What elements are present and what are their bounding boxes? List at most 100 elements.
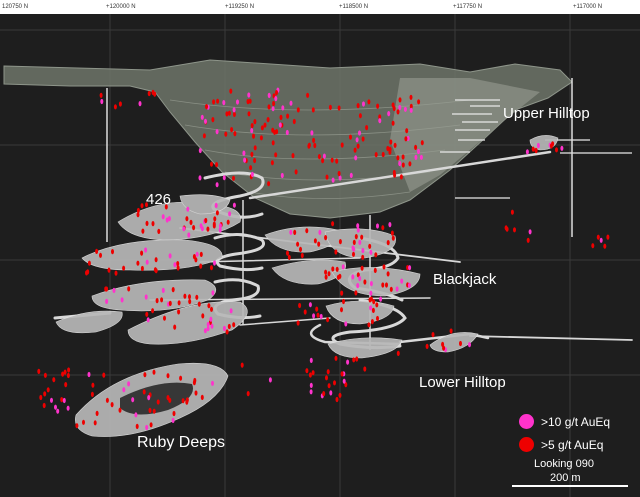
intercept-mid-grade: [340, 290, 344, 296]
intercept-mid-grade: [317, 154, 321, 160]
intercept-mid-grade: [176, 261, 180, 267]
zone-label-blackjack: Blackjack: [433, 271, 497, 288]
intercept-mid-grade: [151, 308, 155, 314]
intercept-high-grade: [341, 264, 345, 270]
intercept-high-grade: [309, 382, 313, 388]
intercept-high-grade: [232, 107, 236, 113]
intercept-high-grade: [50, 397, 53, 403]
intercept-mid-grade: [551, 141, 555, 147]
intercept-mid-grade: [114, 270, 118, 276]
intercept-mid-grade: [202, 133, 206, 139]
intercept-mid-grade: [140, 250, 144, 256]
intercept-mid-grade: [37, 368, 41, 374]
intercept-mid-grade: [210, 306, 213, 312]
intercept-mid-grade: [349, 134, 352, 140]
intercept-mid-grade: [212, 99, 216, 105]
intercept-mid-grade: [260, 125, 264, 131]
intercept-mid-grade: [386, 145, 390, 152]
intercept-mid-grade: [386, 240, 390, 246]
intercept-mid-grade: [333, 380, 336, 386]
intercept-high-grade: [400, 278, 404, 284]
intercept-high-grade: [195, 251, 199, 257]
intercept-high-grade: [56, 408, 60, 414]
intercept-high-grade: [344, 321, 348, 327]
intercept-mid-grade: [340, 371, 344, 377]
intercept-mid-grade: [531, 146, 535, 152]
intercept-mid-grade: [316, 312, 320, 318]
intercept-high-grade: [145, 424, 149, 431]
intercept-high-grade: [309, 357, 313, 363]
intercept-mid-grade: [99, 92, 103, 98]
intercept-high-grade: [267, 92, 271, 98]
intercept-high-grade: [387, 111, 391, 117]
intercept-mid-grade: [204, 217, 208, 224]
intercept-mid-grade: [250, 151, 254, 157]
intercept-high-grade: [369, 290, 373, 296]
northing-tick-label: +118500 N: [339, 4, 369, 10]
intercept-mid-grade: [425, 343, 429, 349]
intercept-mid-grade: [157, 228, 161, 234]
intercept-high-grade: [369, 281, 373, 287]
intercept-mid-grade: [152, 369, 156, 375]
intercept-mid-grade: [322, 391, 326, 397]
intercept-mid-grade: [300, 252, 304, 259]
intercept-mid-grade: [122, 265, 126, 271]
intercept-mid-grade: [249, 165, 253, 171]
intercept-high-grade: [213, 260, 216, 266]
intercept-high-grade: [395, 286, 399, 292]
intercept-mid-grade: [335, 158, 339, 164]
intercept-mid-grade: [210, 265, 213, 271]
intercept-mid-grade: [229, 88, 233, 94]
intercept-mid-grade: [459, 340, 462, 347]
intercept-mid-grade: [356, 272, 360, 278]
intercept-mid-grade: [338, 392, 342, 398]
intercept-mid-grade: [63, 369, 67, 375]
intercept-mid-grade: [246, 391, 250, 397]
intercept-mid-grade: [156, 399, 160, 405]
legend-label: >5 g/t AuEq: [541, 437, 604, 452]
legend-swatch-magenta: [519, 414, 534, 429]
intercept-high-grade: [138, 101, 142, 107]
intercept-mid-grade: [46, 387, 50, 393]
intercept-mid-grade: [240, 362, 244, 368]
intercept-mid-grade: [401, 162, 405, 168]
intercept-high-grade: [361, 247, 365, 254]
intercept-mid-grade: [376, 315, 379, 322]
northing-tick-label: +117750 N: [453, 4, 483, 10]
intercept-high-grade: [319, 313, 323, 320]
intercept-mid-grade: [405, 128, 409, 134]
intercept-mid-grade: [361, 136, 365, 142]
intercept-mid-grade: [93, 420, 97, 426]
intercept-mid-grade: [141, 228, 145, 234]
intercept-mid-grade: [227, 323, 231, 330]
intercept-mid-grade: [64, 382, 68, 388]
intercept-high-grade: [358, 130, 361, 136]
intercept-mid-grade: [374, 152, 378, 158]
intercept-mid-grade: [177, 300, 181, 306]
intercept-mid-grade: [324, 235, 328, 241]
intercept-high-grade: [398, 160, 402, 167]
intercept-high-grade: [419, 154, 423, 160]
intercept-high-grade: [250, 128, 254, 134]
intercept-mid-grade: [39, 394, 43, 401]
intercept-mid-grade: [210, 161, 213, 167]
intercept-mid-grade: [273, 129, 277, 135]
intercept-mid-grade: [336, 274, 340, 280]
intercept-mid-grade: [386, 271, 390, 277]
intercept-mid-grade: [375, 302, 379, 308]
intercept-mid-grade: [253, 157, 257, 164]
intercept-mid-grade: [378, 114, 382, 120]
intercept-mid-grade: [325, 174, 329, 180]
intercept-mid-grade: [192, 225, 196, 231]
intercept-mid-grade: [389, 139, 393, 145]
intercept-mid-grade: [287, 254, 291, 260]
intercept-mid-grade: [179, 375, 183, 381]
intercept-mid-grade: [145, 311, 149, 317]
intercept-mid-grade: [152, 408, 156, 414]
intercept-mid-grade: [87, 260, 91, 266]
intercept-mid-grade: [404, 136, 408, 142]
intercept-mid-grade: [177, 309, 181, 315]
intercept-mid-grade: [376, 103, 380, 109]
intercept-high-grade: [206, 321, 210, 328]
intercept-mid-grade: [118, 101, 122, 107]
